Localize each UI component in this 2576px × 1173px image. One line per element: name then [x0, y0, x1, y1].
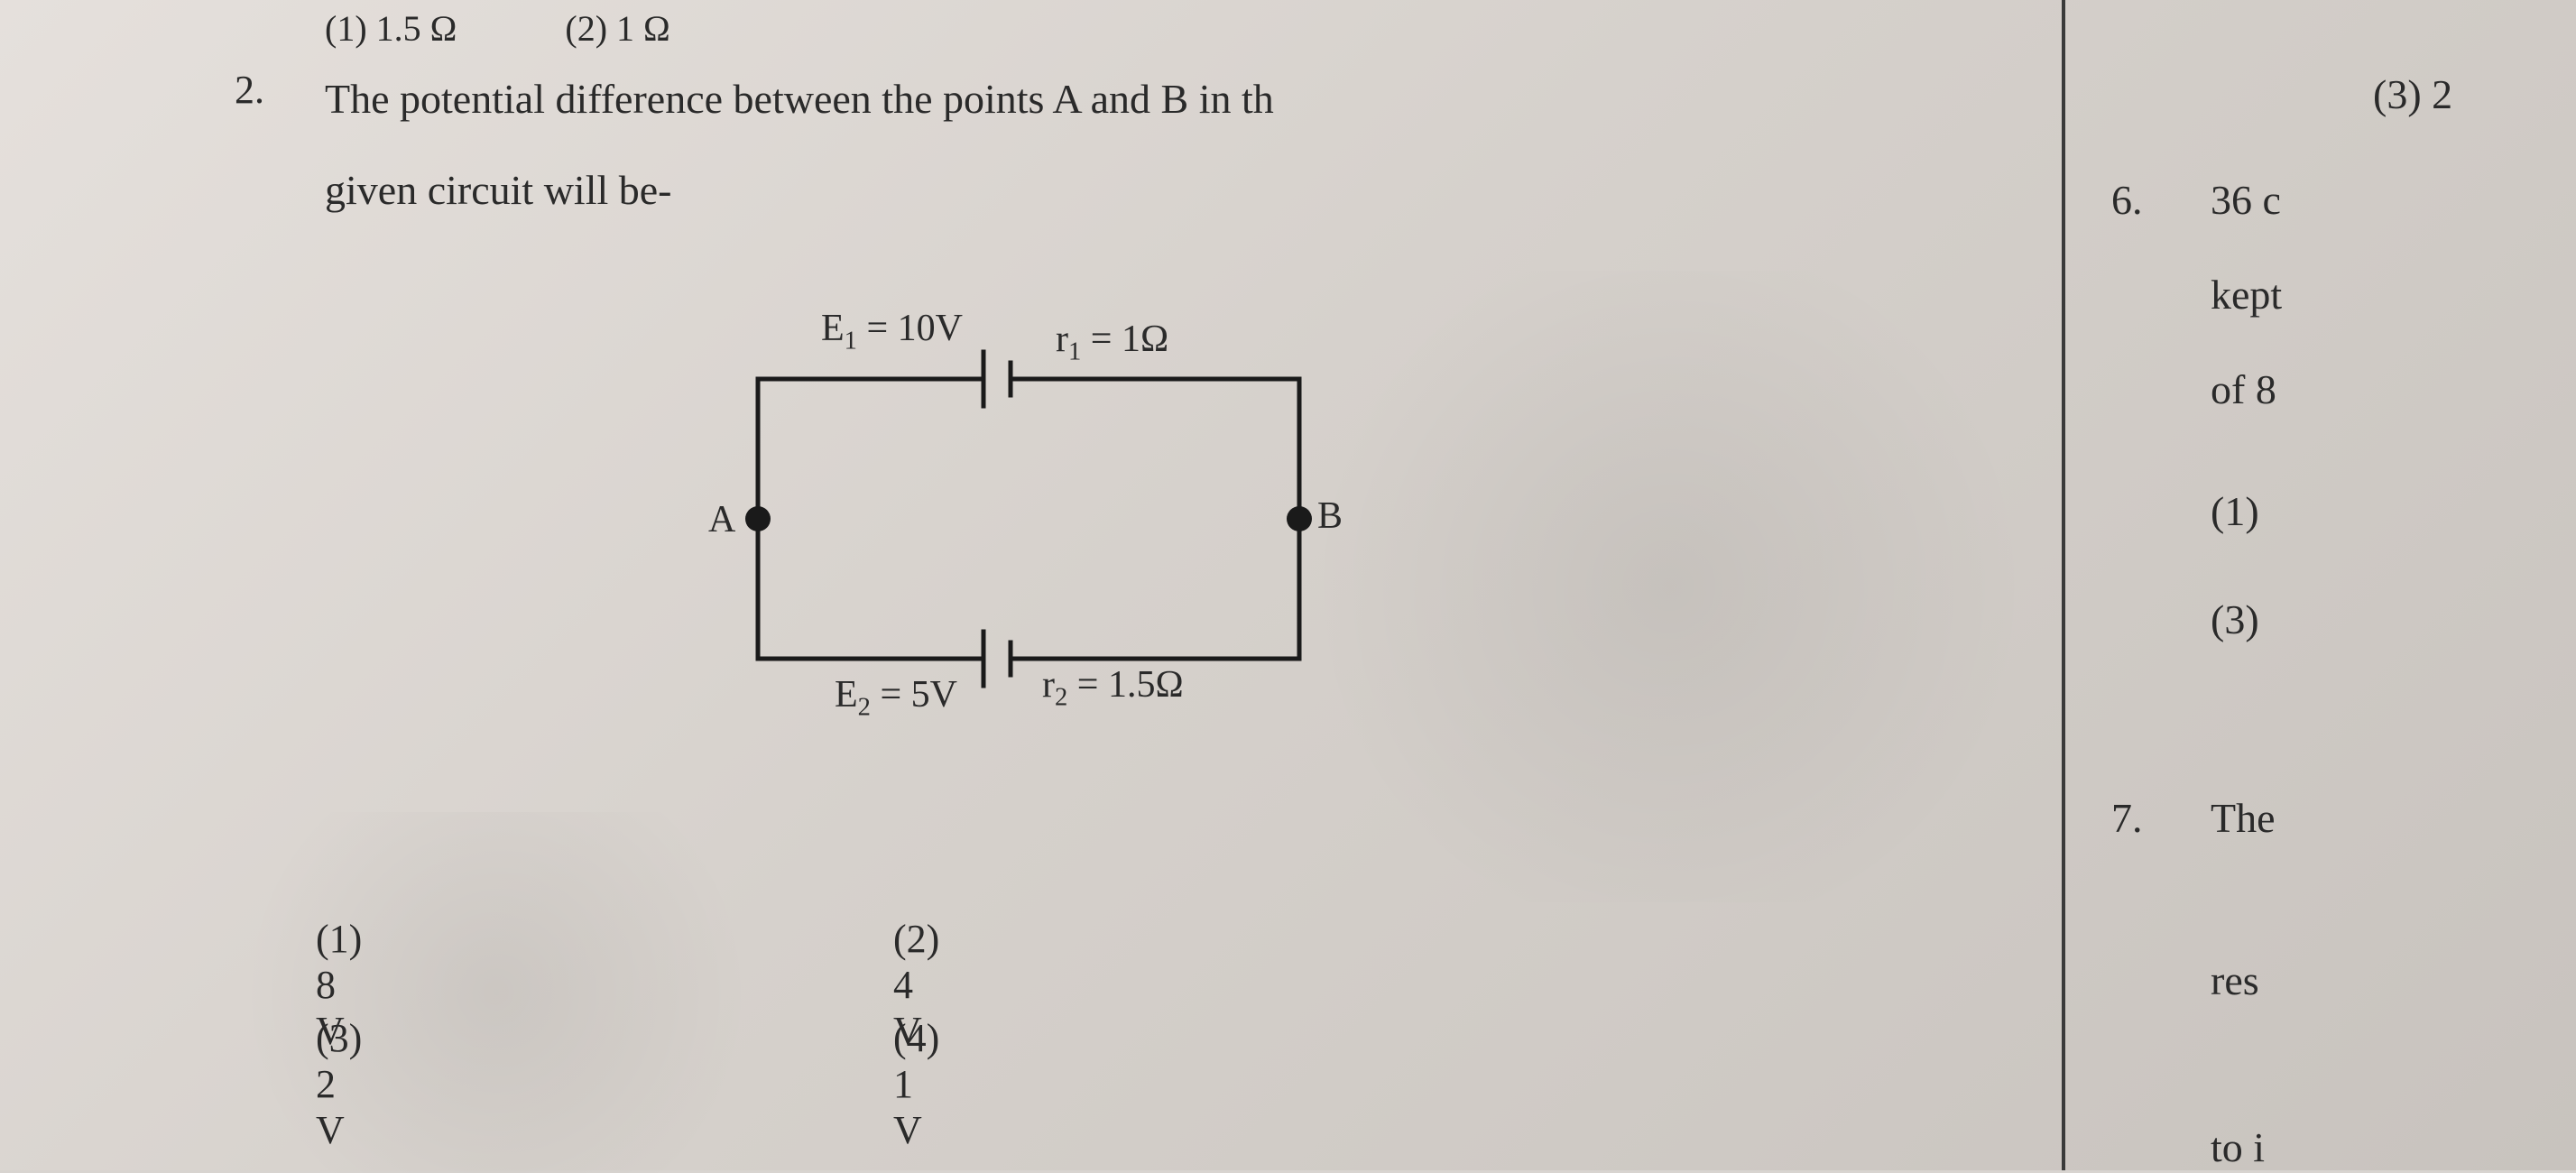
- option-3: (3) 2 V: [316, 1015, 362, 1153]
- question-number: 2.: [235, 67, 264, 113]
- q7-text-1: The: [2211, 794, 2276, 842]
- q6-number: 6.: [2111, 176, 2143, 224]
- q6-text-1: 36 c: [2211, 176, 2281, 224]
- q6-text-2: kept: [2211, 271, 2282, 319]
- r1-label: r1 = 1Ω: [1056, 318, 1168, 366]
- question-line-2: given circuit will be-: [325, 158, 672, 222]
- e1-label: E1 = 10V: [821, 307, 963, 356]
- prev-opt-2: (2) 1 Ω: [565, 7, 669, 50]
- option-4: (4) 1 V: [893, 1015, 939, 1153]
- q7-text-3: to i: [2211, 1123, 2265, 1171]
- q7-text-2: res: [2211, 956, 2259, 1004]
- circuit-diagram: E1 = 10V r1 = 1Ω A B E2 = 5V r2 = 1.5Ω: [632, 298, 1444, 731]
- r2-label: r2 = 1.5Ω: [1042, 663, 1184, 712]
- question-line-1: The potential difference between the poi…: [325, 67, 1274, 131]
- prev-question-options: (1) 1.5 Ω (2) 1 Ω: [325, 7, 670, 50]
- column-divider: [2062, 0, 2065, 1170]
- q7-number: 7.: [2111, 794, 2143, 842]
- q6-text-3: of 8: [2211, 365, 2276, 413]
- node-a-label: A: [708, 498, 735, 541]
- right-ans-3: (3) 2: [2373, 70, 2452, 118]
- q6-opt-3: (3): [2211, 596, 2259, 643]
- q6-opt-1: (1): [2211, 487, 2259, 535]
- e2-label: E2 = 5V: [835, 673, 957, 722]
- page-background: (1) 1.5 Ω (2) 1 Ω 2. The potential diffe…: [0, 0, 2576, 1170]
- prev-opt-1: (1) 1.5 Ω: [325, 7, 457, 50]
- node-b-label: B: [1317, 494, 1343, 538]
- paper-shade-2: [180, 812, 812, 1173]
